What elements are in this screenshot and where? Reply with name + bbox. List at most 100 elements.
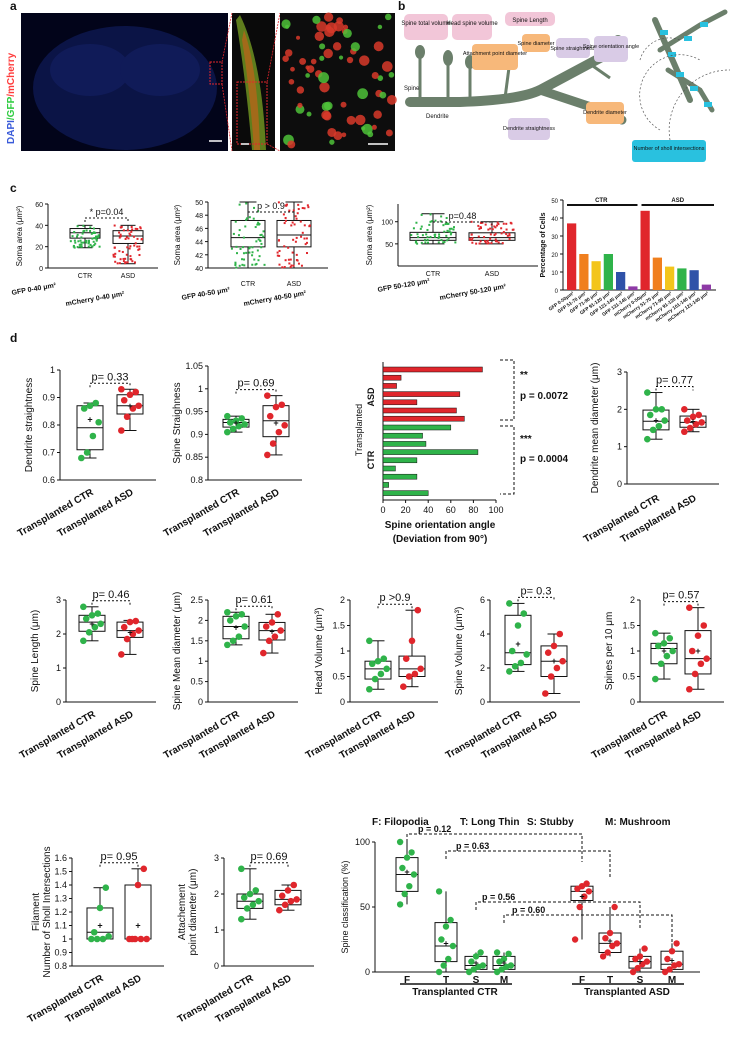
data-point xyxy=(414,606,422,614)
data-point xyxy=(254,263,257,266)
data-point xyxy=(89,226,92,229)
data-point xyxy=(487,228,490,231)
data-point xyxy=(288,209,291,212)
data-point xyxy=(446,229,449,232)
significance-bracket xyxy=(655,386,694,391)
data-point xyxy=(683,417,691,424)
data-point xyxy=(489,237,492,240)
group-label: ASD xyxy=(485,271,499,278)
legend-item: M: Mushroom xyxy=(605,817,671,828)
data-point xyxy=(262,230,265,233)
data-point xyxy=(405,673,413,680)
data-point xyxy=(698,419,705,426)
x-tick-label: Transplanted ASD xyxy=(56,487,136,539)
data-point xyxy=(259,234,262,237)
data-point xyxy=(366,637,373,645)
data-point xyxy=(126,391,134,399)
data-point xyxy=(523,651,530,658)
data-point xyxy=(92,399,100,407)
data-point xyxy=(76,235,79,238)
zoom-box-1 xyxy=(209,61,223,85)
data-point xyxy=(91,237,94,240)
data-point xyxy=(281,901,289,909)
p-value: p= 0.61 xyxy=(235,594,272,606)
data-point xyxy=(118,231,121,234)
data-point xyxy=(281,266,284,269)
data-point xyxy=(89,243,92,246)
data-point xyxy=(291,221,294,224)
y-tick-label: 20 xyxy=(551,253,558,259)
data-point xyxy=(301,207,304,210)
data-point xyxy=(412,227,415,230)
data-point xyxy=(289,258,292,261)
data-point xyxy=(396,901,404,908)
data-point xyxy=(235,245,238,248)
y-tick-label: 60 xyxy=(35,202,43,209)
y-tick-label: 20 xyxy=(35,245,43,252)
group-label: ASD xyxy=(671,198,684,204)
significance-stars: *** xyxy=(520,434,532,445)
y-tick-label: 2 xyxy=(198,615,203,625)
data-point xyxy=(440,239,443,242)
cell-mark xyxy=(287,140,296,149)
data-point xyxy=(408,849,415,856)
y-tick-label: 1.1 xyxy=(54,921,67,931)
mean-marker: + xyxy=(233,418,238,428)
data-point xyxy=(512,228,515,231)
y-tick-label: 0 xyxy=(555,289,559,295)
data-point xyxy=(507,962,515,969)
bar-ctr xyxy=(382,441,427,447)
data-point xyxy=(471,241,474,244)
data-point xyxy=(278,249,281,252)
mean-marker: + xyxy=(551,656,556,666)
data-point xyxy=(426,238,429,241)
data-point xyxy=(453,226,456,229)
cell-mark xyxy=(305,73,310,78)
data-point xyxy=(90,245,93,248)
data-point xyxy=(119,226,122,229)
data-point xyxy=(234,220,237,223)
data-point xyxy=(262,623,270,630)
data-point xyxy=(249,901,257,909)
p-value: p = 0.12 xyxy=(418,824,451,834)
data-point xyxy=(113,255,116,258)
data-point xyxy=(122,260,125,263)
data-point xyxy=(438,233,441,236)
data-point xyxy=(295,253,298,256)
data-point xyxy=(119,235,122,238)
data-point xyxy=(442,224,445,227)
y-axis-label: Percentage of Cells xyxy=(540,212,547,277)
data-point xyxy=(136,245,139,248)
bar xyxy=(628,286,638,290)
data-point xyxy=(96,904,104,912)
data-point xyxy=(649,426,657,434)
data-point xyxy=(629,968,637,976)
panel-c3: 50 100 Soma area (μm²) p=0.48 CTR ASD GFP 50-1… xyxy=(365,204,538,302)
p-value: p= 0.69 xyxy=(237,378,274,390)
data-point xyxy=(125,253,128,256)
data-point xyxy=(700,622,708,629)
data-point xyxy=(454,241,457,244)
data-point xyxy=(94,610,102,617)
cell-mark xyxy=(357,88,369,100)
data-point xyxy=(85,629,93,636)
label-spine-orientation-angle: Spine orientation angle xyxy=(583,44,639,50)
data-point xyxy=(278,892,286,900)
y-axis-label: Spine Volume (μm³) xyxy=(454,607,465,696)
y-tick-label: 2 xyxy=(56,629,61,639)
y-tick-label: 1.5 xyxy=(190,636,203,646)
significance-bracket xyxy=(235,389,277,394)
data-point xyxy=(242,236,245,239)
data-point xyxy=(243,258,246,261)
data-point xyxy=(277,239,280,242)
data-point xyxy=(477,224,480,227)
data-point xyxy=(281,421,288,429)
data-point xyxy=(102,884,110,891)
data-point xyxy=(124,257,127,260)
data-point xyxy=(691,670,699,678)
data-point xyxy=(266,412,274,420)
cell-mark xyxy=(381,61,393,72)
data-point xyxy=(238,915,245,923)
